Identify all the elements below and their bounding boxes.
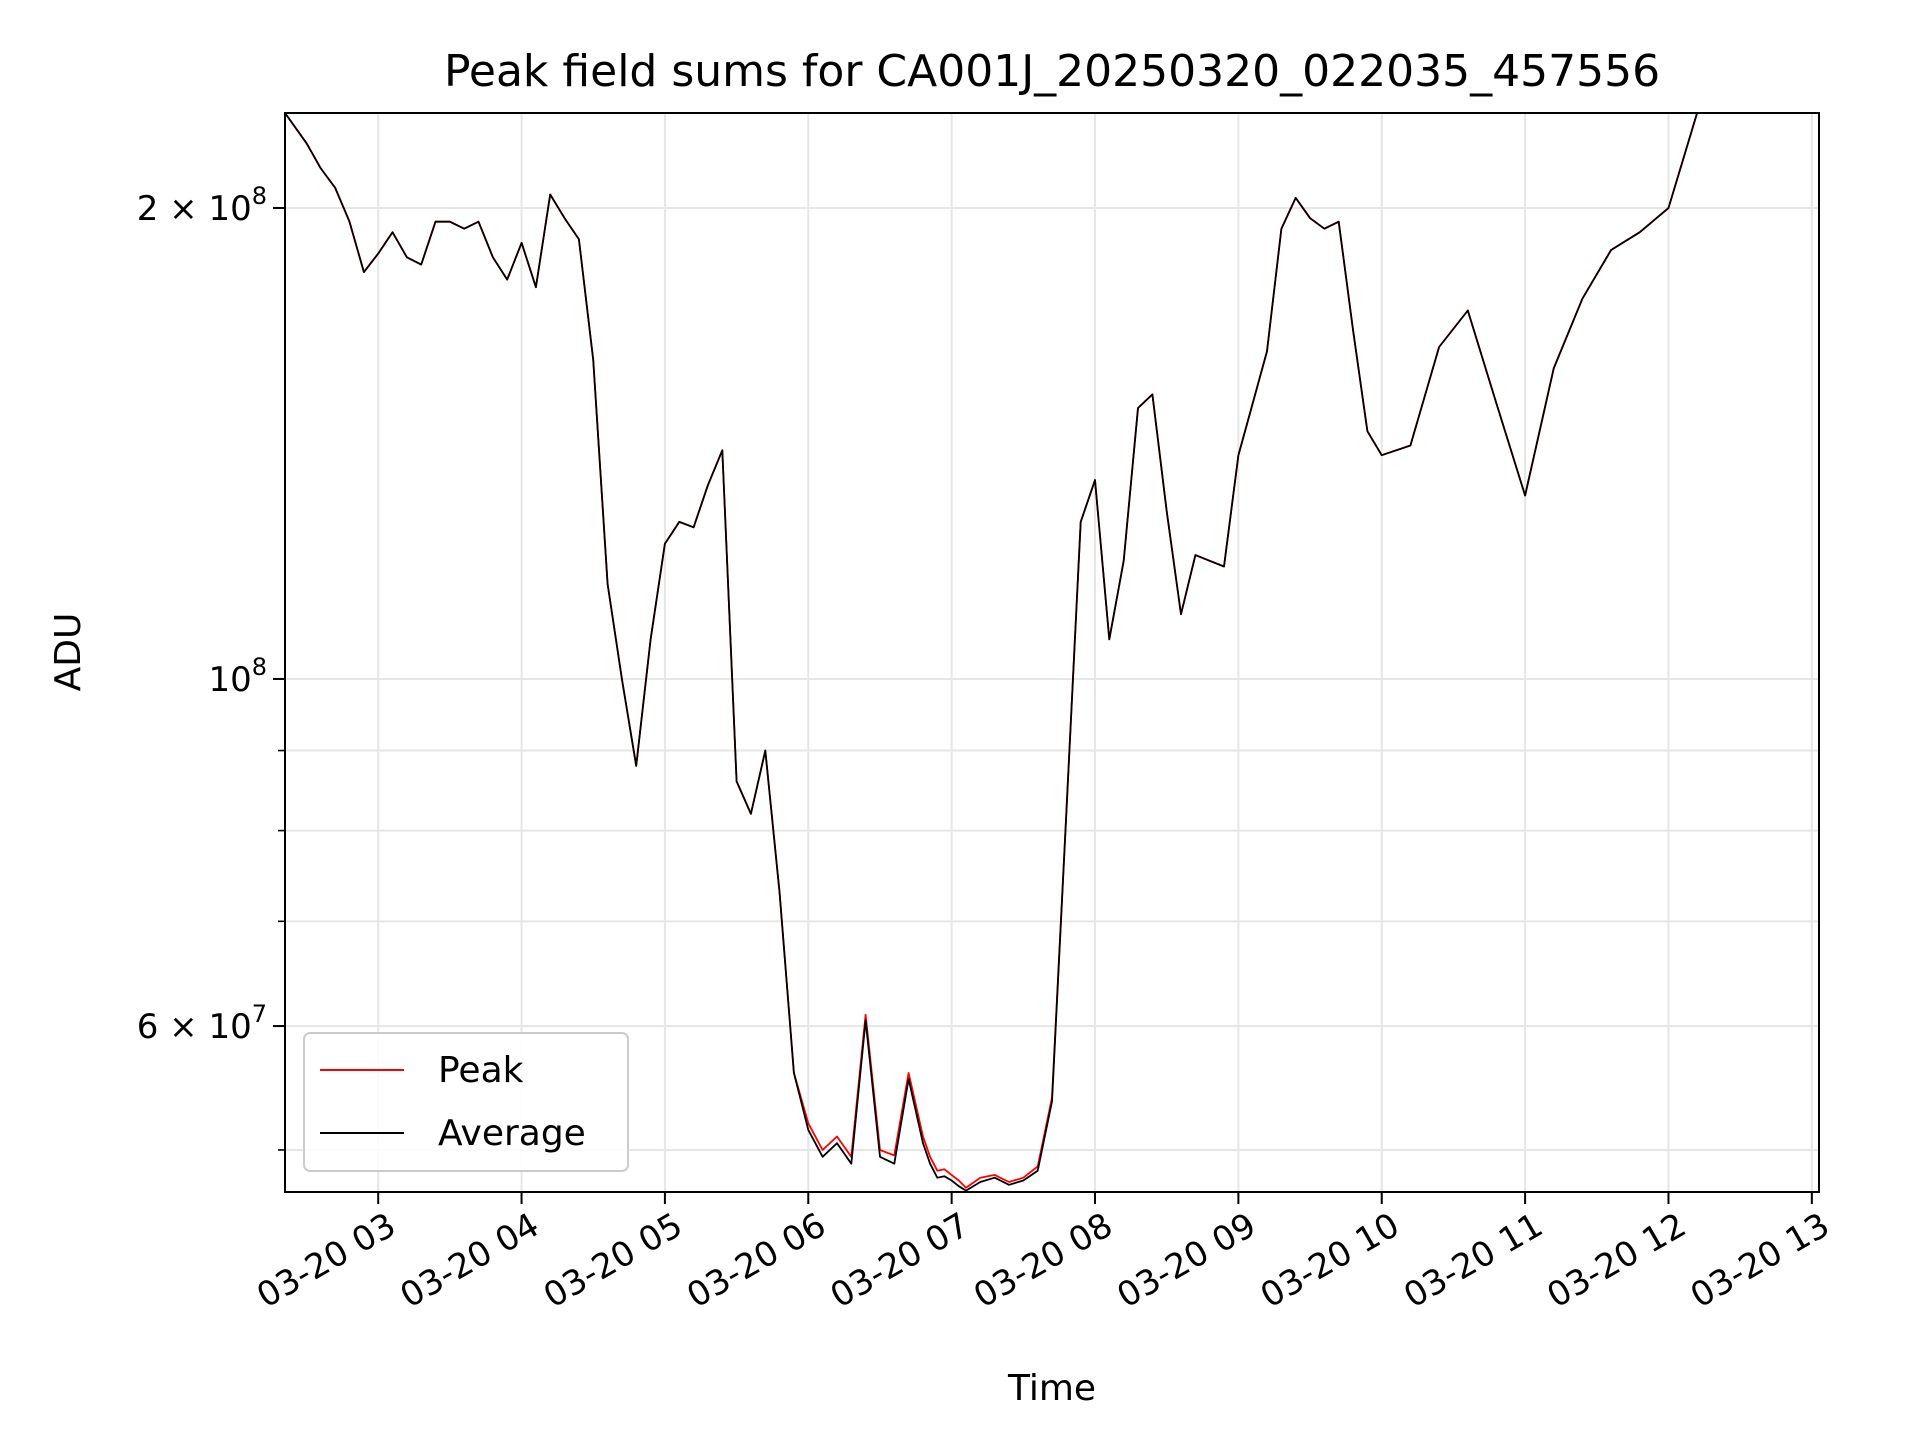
chart-title: Peak field sums for CA001J_20250320_0220… bbox=[444, 46, 1660, 97]
x-axis-label: Time bbox=[1007, 1368, 1096, 1409]
series-layer bbox=[285, 113, 1698, 1192]
plot-frame bbox=[284, 112, 1820, 1193]
grid-layer bbox=[285, 113, 1819, 1192]
y-tick-label: 2 × 108 bbox=[137, 182, 267, 229]
legend-average-label: Average bbox=[438, 1113, 586, 1154]
y-axis-ticks: 2 × 108 108 6 × 107 bbox=[137, 182, 285, 1151]
y-tick-label: 108 bbox=[208, 653, 267, 700]
y-axis-label: ADU bbox=[48, 613, 89, 692]
series-line-average bbox=[285, 113, 1698, 1192]
legend: Peak Average bbox=[303, 1032, 629, 1172]
y-tick-label: 6 × 107 bbox=[137, 1000, 267, 1047]
legend-box bbox=[303, 1032, 629, 1172]
legend-peak-label: Peak bbox=[438, 1050, 524, 1091]
